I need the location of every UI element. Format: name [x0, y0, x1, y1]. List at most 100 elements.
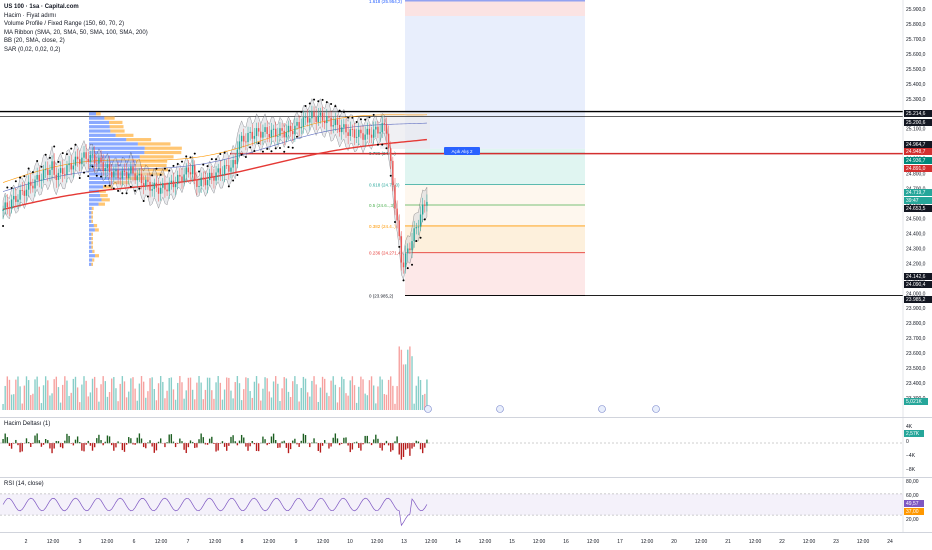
- candle-body[interactable]: [417, 226, 420, 228]
- candle-body[interactable]: [8, 207, 11, 209]
- legend-sar[interactable]: SAR (0,02, 0,02, 0,2): [4, 46, 61, 53]
- candle-body[interactable]: [204, 179, 207, 186]
- candle-body[interactable]: [368, 128, 371, 135]
- candle-body[interactable]: [266, 127, 268, 134]
- candle-body[interactable]: [93, 154, 96, 164]
- candle-body[interactable]: [396, 208, 398, 221]
- candle-body[interactable]: [183, 174, 185, 182]
- candle-body[interactable]: [134, 173, 136, 181]
- candle-body[interactable]: [355, 136, 358, 138]
- candle-body[interactable]: [117, 169, 119, 179]
- candle-body[interactable]: [296, 122, 298, 126]
- candle-body[interactable]: [6, 202, 9, 208]
- candle-body[interactable]: [304, 117, 307, 118]
- candle-body[interactable]: [232, 160, 234, 168]
- ma-200-line[interactable]: [2, 138, 428, 211]
- candle-body[interactable]: [47, 169, 49, 175]
- candle-body[interactable]: [13, 195, 15, 200]
- candle-body[interactable]: [332, 125, 334, 127]
- candle-body[interactable]: [360, 129, 362, 134]
- candle-body[interactable]: [277, 135, 279, 137]
- candle-body[interactable]: [392, 160, 394, 186]
- candle-body[interactable]: [385, 124, 388, 134]
- candle-body[interactable]: [221, 174, 224, 176]
- candle-body[interactable]: [285, 132, 288, 138]
- economic-event-icon[interactable]: [652, 405, 660, 413]
- candle-body[interactable]: [334, 119, 337, 126]
- candle-body[interactable]: [215, 172, 217, 181]
- candle-body[interactable]: [145, 179, 147, 187]
- candle-body[interactable]: [125, 171, 128, 179]
- candle-body[interactable]: [174, 184, 177, 188]
- candle-body[interactable]: [36, 174, 38, 180]
- candle-body[interactable]: [281, 128, 283, 131]
- candle-body[interactable]: [49, 169, 51, 175]
- candle-body[interactable]: [243, 135, 245, 142]
- rsi-line[interactable]: [2, 497, 428, 527]
- candle-body[interactable]: [34, 179, 36, 189]
- candle-body[interactable]: [419, 214, 422, 227]
- candle-body[interactable]: [217, 168, 219, 173]
- economic-event-icon[interactable]: [598, 405, 606, 413]
- candle-body[interactable]: [398, 220, 400, 237]
- candle-body[interactable]: [270, 129, 273, 138]
- candle-body[interactable]: [44, 169, 47, 171]
- economic-event-icon[interactable]: [496, 405, 504, 413]
- candle-body[interactable]: [76, 156, 79, 160]
- candle-body[interactable]: [351, 129, 354, 130]
- candle-body[interactable]: [74, 156, 77, 166]
- rsi-pane-label[interactable]: RSI (14, close): [4, 481, 44, 487]
- candle-body[interactable]: [179, 174, 181, 177]
- legend-ma-ribbon[interactable]: MA Ribbon (SMA, 20, SMA, 50, SMA, 100, S…: [4, 29, 148, 36]
- candle-body[interactable]: [38, 174, 40, 181]
- candle-body[interactable]: [330, 117, 332, 127]
- candle-body[interactable]: [402, 262, 405, 268]
- candle-body[interactable]: [213, 177, 215, 181]
- candle-body[interactable]: [157, 187, 160, 194]
- candle-body[interactable]: [108, 164, 111, 172]
- candle-body[interactable]: [372, 129, 375, 138]
- candle-body[interactable]: [155, 182, 158, 188]
- candle-body[interactable]: [162, 183, 164, 188]
- candle-body[interactable]: [164, 183, 166, 190]
- candle-body[interactable]: [317, 115, 319, 123]
- candle-body[interactable]: [196, 179, 198, 187]
- candle-body[interactable]: [30, 181, 32, 186]
- candle-body[interactable]: [379, 132, 381, 134]
- candle-body[interactable]: [341, 127, 343, 133]
- candle-body[interactable]: [2, 209, 4, 211]
- candle-body[interactable]: [262, 132, 264, 138]
- candle-body[interactable]: [326, 116, 328, 124]
- position-tag[interactable]: [444, 147, 480, 155]
- candle-body[interactable]: [230, 167, 232, 172]
- candle-body[interactable]: [23, 190, 26, 196]
- candle-body[interactable]: [377, 126, 379, 134]
- delta-pane-label[interactable]: Hacim Deltası (1): [4, 421, 51, 427]
- candle-body[interactable]: [424, 204, 426, 206]
- candle-body[interactable]: [407, 248, 409, 254]
- candle-body[interactable]: [151, 189, 153, 191]
- candle-body[interactable]: [87, 158, 89, 162]
- candle-body[interactable]: [394, 185, 396, 209]
- candle-body[interactable]: [353, 129, 356, 138]
- candle-body[interactable]: [253, 135, 256, 139]
- candle-body[interactable]: [200, 177, 202, 187]
- candle-body[interactable]: [189, 172, 192, 175]
- ma-50-line[interactable]: [2, 114, 427, 183]
- candle-body[interactable]: [140, 173, 143, 184]
- candle-body[interactable]: [66, 165, 68, 175]
- candle-body[interactable]: [19, 190, 21, 200]
- candle-body[interactable]: [349, 129, 351, 136]
- candle-body[interactable]: [53, 161, 55, 175]
- candle-body[interactable]: [25, 189, 28, 196]
- candle-body[interactable]: [245, 141, 247, 143]
- candle-body[interactable]: [275, 128, 277, 137]
- legend-bollinger[interactable]: BB (20, SMA, close, 2): [4, 38, 65, 44]
- candle-body[interactable]: [121, 170, 124, 179]
- candle-body[interactable]: [115, 169, 117, 172]
- candle-body[interactable]: [42, 169, 45, 180]
- candle-body[interactable]: [345, 124, 347, 133]
- candle-body[interactable]: [85, 152, 87, 159]
- candle-body[interactable]: [113, 171, 115, 178]
